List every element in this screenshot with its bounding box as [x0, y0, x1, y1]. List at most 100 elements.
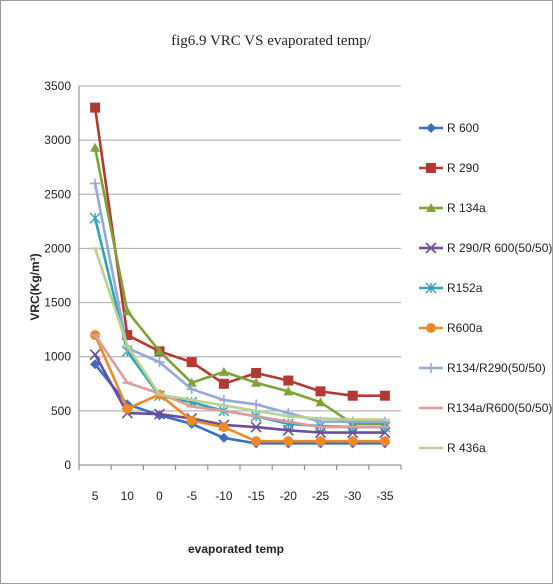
- x-tick-label: -25: [312, 489, 330, 503]
- series-group: [89, 102, 391, 449]
- x-tick-label: -10: [215, 489, 233, 503]
- legend-label: R 436a: [447, 441, 486, 455]
- y-tick-label: 0: [64, 458, 71, 472]
- x-tick-label: -20: [280, 489, 298, 503]
- series-line: [93, 353, 385, 434]
- legend-item: R 600: [419, 121, 479, 135]
- y-tick-label: 3500: [44, 79, 71, 93]
- data-point-marker: [283, 386, 294, 396]
- axes: 0 500 1000 1500 2000 2500 3000 3500 5 10 0 -5 -10 -15…: [44, 79, 402, 503]
- data-point-marker: [425, 242, 437, 254]
- data-point-marker: [347, 426, 359, 439]
- y-tick-label: 2000: [44, 241, 71, 255]
- legend-item: R 436a: [419, 441, 486, 455]
- data-point-marker: [154, 346, 165, 356]
- y-tick-label: 500: [51, 404, 71, 418]
- data-point-marker: [379, 390, 390, 401]
- data-point-marker: [315, 397, 326, 407]
- data-point-marker: [186, 357, 197, 368]
- data-point-marker: [218, 395, 229, 406]
- data-point-marker: [250, 421, 262, 433]
- legend-item: R600a: [419, 321, 483, 335]
- y-tick-label: 3000: [44, 133, 71, 147]
- x-tick-label: -35: [376, 489, 394, 503]
- data-point-marker: [251, 377, 262, 387]
- data-point-marker: [186, 384, 197, 395]
- data-point-marker: [251, 436, 262, 447]
- legend-label: R152a: [447, 281, 483, 295]
- data-point-marker: [186, 377, 197, 387]
- data-point-marker: [218, 366, 229, 376]
- data-point-marker: [426, 363, 436, 373]
- x-tick-label: 5: [92, 489, 99, 503]
- y-tick-label: 1000: [44, 350, 71, 364]
- legend-label: R 290: [447, 161, 479, 175]
- data-point-marker: [90, 142, 101, 152]
- legend-item: R134a/R600(50/50): [419, 401, 552, 415]
- series-line: [93, 217, 385, 429]
- data-point-marker: [379, 426, 391, 439]
- series-line: [94, 334, 385, 429]
- data-point-marker: [186, 415, 197, 426]
- series-line: [93, 147, 385, 426]
- data-point-marker: [315, 386, 326, 397]
- data-point-marker: [426, 163, 436, 173]
- series-line: [93, 248, 385, 421]
- x-tick-label: 10: [121, 489, 135, 503]
- data-point-marker: [347, 390, 358, 401]
- legend-item: R 134a: [419, 201, 486, 215]
- data-point-marker: [122, 306, 133, 316]
- legend-label: R600a: [447, 321, 483, 335]
- legend-item: R 290: [419, 161, 479, 175]
- x-tick-label: -15: [247, 489, 265, 503]
- data-point-marker: [425, 282, 437, 294]
- data-point-marker: [89, 348, 101, 361]
- series-5: [90, 330, 390, 447]
- data-point-marker: [251, 399, 262, 410]
- data-point-marker: [251, 367, 262, 378]
- y-tick-label: 2500: [44, 187, 71, 201]
- series-line: [93, 334, 385, 443]
- data-point-marker: [153, 408, 166, 420]
- data-point-marker: [379, 436, 390, 447]
- legend-item: R134/R290(50/50): [419, 361, 546, 375]
- legend-item: R 290/R 600(50/50): [419, 241, 552, 255]
- data-point-marker: [218, 422, 229, 433]
- x-axis-title: evaporated temp: [188, 542, 284, 556]
- legend-label: R 600: [447, 121, 479, 135]
- data-point-marker: [426, 203, 436, 212]
- data-point-marker: [90, 102, 101, 113]
- legend: R 600 R 290 R 134a R 290/R 600(50/50) R152a R…: [419, 121, 552, 455]
- x-tick-label: -30: [344, 489, 362, 503]
- chart-title: fig6.9 VRC VS evaporated temp/: [171, 33, 372, 49]
- series-line: [93, 183, 385, 423]
- data-point-marker: [426, 323, 436, 333]
- data-point-marker: [426, 123, 436, 133]
- series-line: [94, 363, 385, 445]
- data-point-marker: [154, 357, 165, 368]
- data-point-marker: [89, 212, 101, 224]
- data-point-marker: [283, 436, 294, 447]
- series-8: [90, 247, 390, 421]
- data-point-marker: [218, 378, 229, 389]
- x-tick-label: -5: [186, 489, 197, 503]
- data-point-marker: [90, 359, 101, 370]
- y-axis-title: VRC(Kg/m³): [28, 253, 42, 320]
- legend-label: R 134a: [447, 201, 486, 215]
- data-point-marker: [90, 178, 101, 189]
- data-point-marker: [283, 375, 294, 386]
- data-point-marker: [122, 330, 133, 341]
- gridlines: [79, 85, 401, 412]
- y-tick-label: 1500: [44, 296, 71, 310]
- x-tick-label: 0: [156, 489, 163, 503]
- legend-label: R134a/R600(50/50): [447, 401, 552, 415]
- data-point-marker: [122, 403, 133, 414]
- legend-item: R152a: [419, 281, 483, 295]
- legend-label: R 290/R 600(50/50): [447, 241, 552, 255]
- legend-label: R134/R290(50/50): [447, 361, 546, 375]
- data-point-marker: [315, 436, 326, 447]
- data-point-marker: [218, 432, 229, 443]
- data-point-marker: [347, 436, 358, 447]
